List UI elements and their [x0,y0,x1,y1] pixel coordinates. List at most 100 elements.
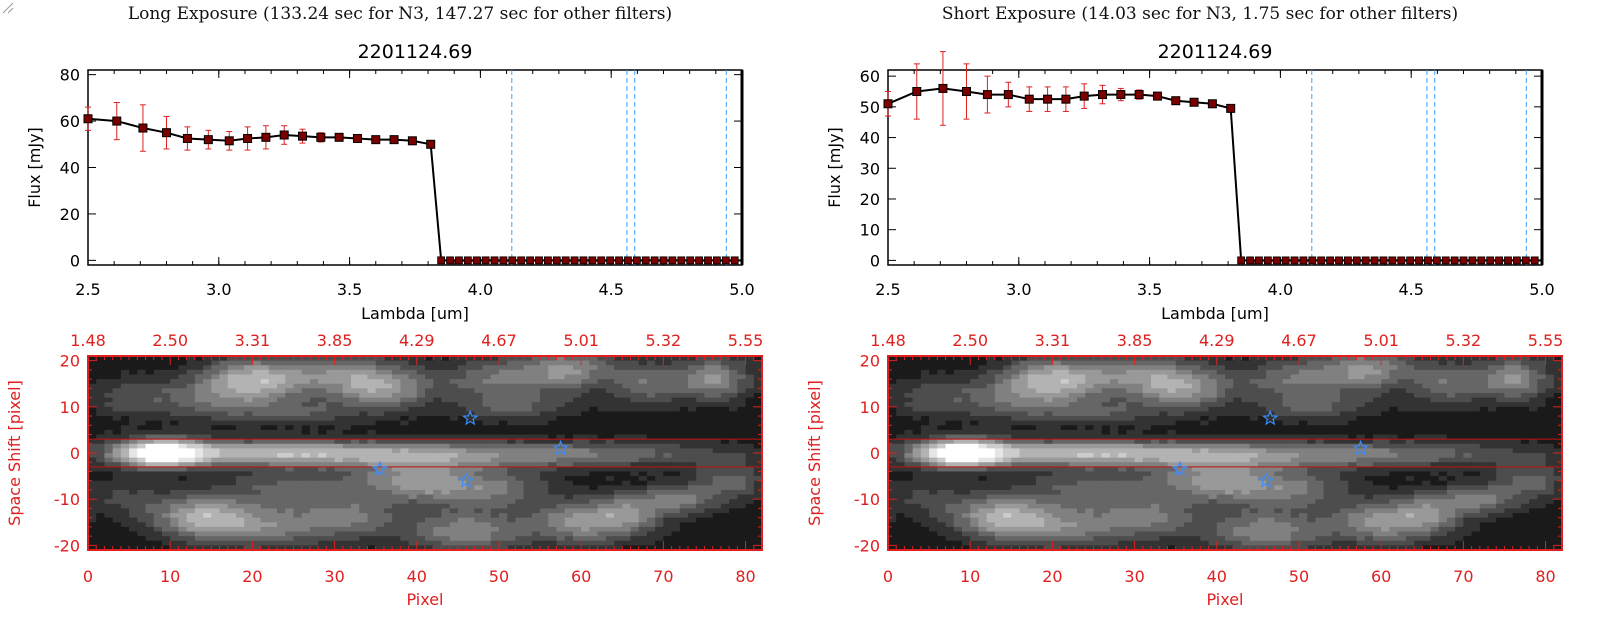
image-pixel [581,369,590,375]
image-pixel [1323,365,1333,371]
image-pixel [457,429,467,435]
image-pixel [244,429,253,435]
image-pixel [1348,365,1357,371]
image-pixel [268,356,278,362]
image-pixel [1340,388,1349,394]
image-pixel [457,406,467,412]
image-pixel [466,360,475,366]
image-pixel [515,365,525,371]
image-pixel [1298,379,1308,385]
image-pixel [88,429,97,435]
image-pixel [375,420,385,426]
image-pixel [498,453,508,459]
image-pixel [433,494,442,500]
image-pixel [318,411,327,417]
image-pixel [186,429,196,435]
image-pixel [523,526,533,532]
image-pixel [120,457,130,463]
image-pixel [531,499,541,505]
image-pixel [737,540,746,546]
image-pixel [712,374,722,380]
image-pixel [630,356,640,362]
image-pixel [490,489,500,495]
image-pixel [1011,356,1020,362]
image-pixel [1027,383,1037,389]
image-pixel [1257,402,1267,408]
image-pixel [622,416,631,422]
image-pixel [334,466,344,472]
image-pixel [1422,388,1431,394]
image-pixel [1372,392,1382,398]
image-pixel [1529,360,1538,366]
image-pixel [953,374,963,380]
image-pixel [170,499,179,505]
image-pixel [663,374,672,380]
image-pixel [408,536,418,542]
image-pixel [1405,383,1415,389]
image-pixel [120,508,130,514]
image-pixel [671,503,681,509]
image-pixel [540,388,549,394]
image-pixel [219,489,229,495]
image-pixel [392,356,401,362]
image-pixel [277,522,286,528]
image-pixel [688,434,697,440]
image-pixel [655,356,664,362]
image-pixel [178,383,188,389]
image-pixel [712,489,722,495]
image-pixel [425,374,434,380]
image-pixel [466,434,475,440]
image-pixel [1118,356,1127,362]
image-pixel [466,429,475,435]
image-pixel [293,383,303,389]
image-pixel [96,522,105,528]
image-pixel [416,402,426,408]
image-pixel [433,392,442,398]
image-pixel [1455,397,1464,403]
image-pixel [1340,374,1349,380]
image-pixel [137,462,146,468]
image-pixel [433,536,442,542]
image-pixel [1134,397,1144,403]
image-pixel [112,457,122,463]
image-pixel [531,545,541,551]
image-pixel [515,360,525,366]
image-pixel [203,540,212,546]
image-pixel [392,369,401,375]
image-pixel [252,453,262,459]
image-pixel [408,503,418,509]
image-pixel [129,425,138,431]
image-pixel [597,499,607,505]
image-pixel [1019,374,1029,380]
image-pixel [1019,365,1029,371]
image-pixel [1060,356,1070,362]
image-pixel [614,471,623,477]
image-pixel [326,443,335,449]
image-pixel [367,443,377,449]
image-pixel [433,356,442,362]
image-pixel [531,453,541,459]
image-pixel [1085,365,1094,371]
image-pixel [392,536,401,542]
image-pixel [688,439,697,445]
image-pixel [170,369,179,375]
image-pixel [720,453,730,459]
image-pixel [383,513,393,519]
image-pixel [104,443,114,449]
image-pixel [120,517,130,523]
image-pixel [745,508,755,514]
image-pixel [277,411,286,417]
image-pixel [482,466,492,472]
image-pixel [153,425,163,431]
image-pixel [729,356,738,362]
image-pixel [252,480,262,486]
image-pixel [211,508,220,514]
flux-line [887,87,1542,262]
image-pixel [1077,360,1086,366]
image-pixel [194,513,204,519]
image-pixel [581,540,590,546]
image-pixel [392,545,401,551]
image-pixel [1200,356,1209,362]
image-pixel [937,383,946,389]
image-pixel [425,388,434,394]
